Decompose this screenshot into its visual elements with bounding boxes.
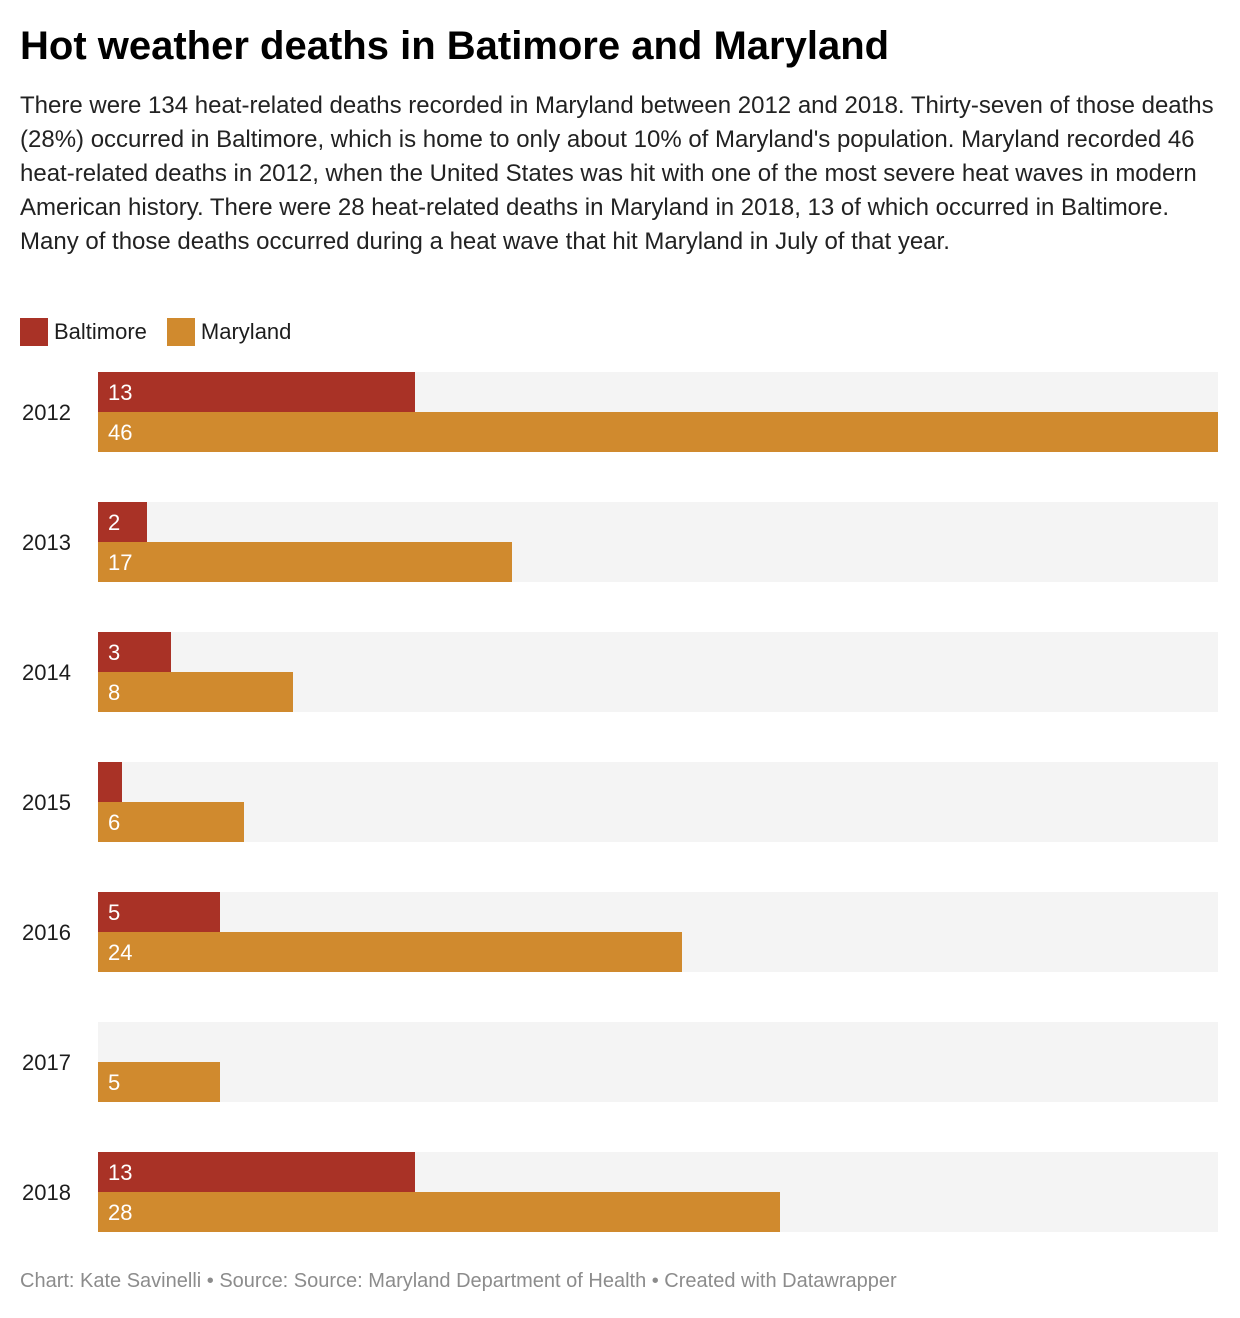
bar-baltimore-2012 — [98, 372, 415, 412]
legend-swatch-baltimore — [20, 318, 48, 346]
bar-baltimore-2014 — [98, 632, 171, 672]
legend-item-maryland: Maryland — [166, 318, 292, 346]
bar-track-2015 — [98, 762, 1218, 842]
year-group-2014: 2014 3 8 — [22, 632, 1218, 712]
year-group-2016: 2016 5 24 — [22, 892, 1218, 972]
year-group-2018: 2018 13 28 — [22, 1152, 1218, 1232]
year-group-2015: 2015 6 — [22, 762, 1218, 842]
value-label-baltimore-2014: 3 — [108, 640, 120, 665]
bar-maryland-2014 — [98, 672, 293, 712]
chart-title: Hot weather deaths in Batimore and Maryl… — [20, 24, 890, 68]
bar-maryland-2015 — [98, 802, 244, 842]
value-label-baltimore-2018: 13 — [108, 1160, 132, 1185]
year-label-2013: 2013 — [22, 530, 71, 555]
bar-maryland-2016 — [98, 932, 682, 972]
bar-baltimore-2016 — [98, 892, 220, 932]
year-label-2016: 2016 — [22, 920, 71, 945]
value-label-maryland-2013: 17 — [108, 550, 132, 575]
year-label-2017: 2017 — [22, 1050, 71, 1075]
year-label-2018: 2018 — [22, 1180, 71, 1205]
legend-swatch-maryland — [166, 318, 195, 346]
year-group-2012: 2012 13 46 — [22, 372, 1218, 452]
value-label-baltimore-2016: 5 — [108, 900, 120, 925]
value-label-maryland-2018: 28 — [108, 1200, 132, 1225]
year-group-2017: 2017 5 — [22, 1022, 1218, 1102]
value-label-baltimore-2013: 2 — [108, 510, 120, 535]
legend-item-baltimore: Baltimore — [20, 318, 147, 346]
year-group-2013: 2013 2 17 — [22, 502, 1218, 582]
bar-maryland-2018 — [98, 1192, 780, 1232]
bar-maryland-2017 — [98, 1062, 220, 1102]
year-label-2014: 2014 — [22, 660, 71, 685]
bar-baltimore-2018 — [98, 1152, 415, 1192]
value-label-maryland-2014: 8 — [108, 680, 120, 705]
legend-label-maryland: Maryland — [200, 319, 292, 344]
bar-maryland-2012 — [98, 412, 1218, 452]
bar-maryland-2013 — [98, 542, 512, 582]
value-label-maryland-2015: 6 — [108, 810, 120, 835]
value-label-maryland-2016: 24 — [108, 940, 132, 965]
bar-baltimore-2015 — [98, 762, 122, 802]
chart-footer: Chart: Kate Savinelli • Source: Source: … — [20, 1270, 897, 1292]
year-label-2015: 2015 — [22, 790, 71, 815]
value-label-maryland-2017: 5 — [108, 1070, 120, 1095]
bar-chart: 2012134620132172014382015620165242017520… — [22, 372, 1218, 1232]
legend-label-baltimore: Baltimore — [54, 319, 147, 344]
value-label-baltimore-2012: 13 — [108, 380, 132, 405]
value-label-maryland-2012: 46 — [108, 420, 132, 445]
chart-description: There were 134 heat-related deaths recor… — [20, 92, 1214, 255]
bar-track-2017 — [98, 1022, 1218, 1102]
year-label-2012: 2012 — [22, 400, 71, 425]
legend: Baltimore Maryland — [20, 316, 311, 348]
bar-baltimore-2013 — [98, 502, 147, 542]
